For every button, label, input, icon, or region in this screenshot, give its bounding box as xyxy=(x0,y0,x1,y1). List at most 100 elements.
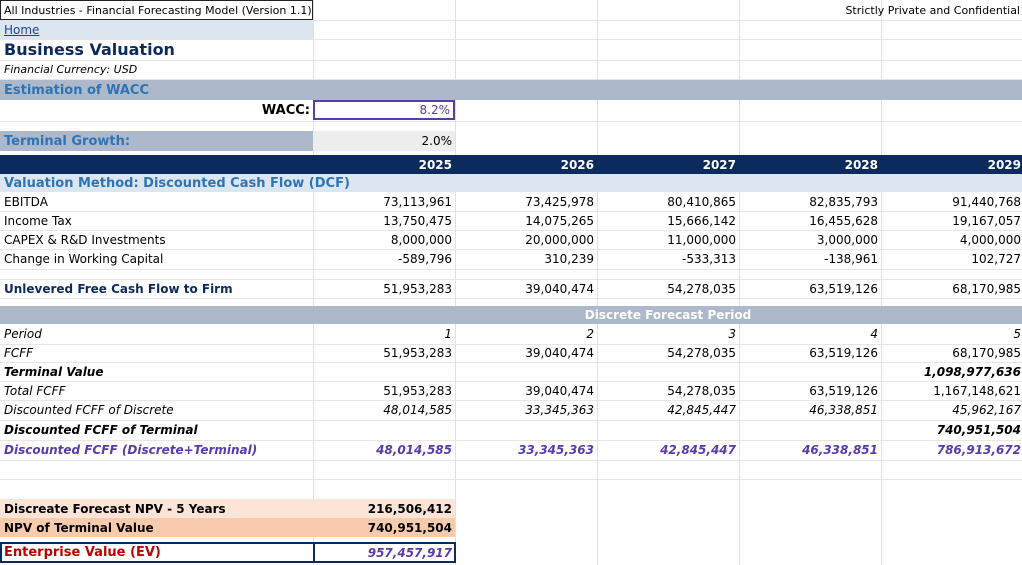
value-cell: 4,000,000 xyxy=(959,232,1021,247)
value-cell: 45,962,167 xyxy=(952,403,1021,417)
value-cell: 310,239 xyxy=(544,252,594,266)
value-cell: 63,519,126 xyxy=(809,383,878,398)
value-cell: 3,000,000 xyxy=(816,232,878,247)
value-cell: 14,075,265 xyxy=(525,213,594,228)
year-header: 2027 xyxy=(702,157,736,172)
value-cell: 39,040,474 xyxy=(525,383,594,398)
confidentiality-note: Strictly Private and Confidential xyxy=(845,3,1020,17)
value-cell: 8,000,000 xyxy=(390,232,452,247)
wacc-label: WACC: xyxy=(261,102,310,118)
row-label: Discounted FCFF (Discrete+Terminal) xyxy=(4,443,258,457)
period-row: Period 1 2 3 4 5 xyxy=(0,324,1022,344)
ev-box xyxy=(0,542,456,563)
gridline xyxy=(0,298,1022,299)
fcff-row: FCFF 51,953,283 39,040,474 54,278,035 63… xyxy=(0,344,1022,362)
currency-note: Financial Currency: USD xyxy=(4,63,138,76)
table-row: EBITDA 73,113,961 73,425,978 80,410,865 … xyxy=(0,192,1022,211)
dcf-title: Valuation Method: Discounted Cash Flow (… xyxy=(4,175,350,191)
terminal-growth-row: Terminal Growth: 2.0% xyxy=(0,131,1022,151)
value-cell: 68,170,985 xyxy=(952,281,1021,296)
table-row: CAPEX & R&D Investments 8,000,000 20,000… xyxy=(0,230,1022,249)
value-cell: 73,425,978 xyxy=(525,194,594,209)
npv-discrete-value: 216,506,412 xyxy=(313,499,455,518)
home-row: Home xyxy=(0,20,1022,39)
wacc-section-band: Estimation of WACC xyxy=(0,80,1022,100)
year-header: 2029 xyxy=(987,157,1021,172)
value-cell: 68,170,985 xyxy=(952,346,1021,360)
disc-terminal-row: Discounted FCFF of Terminal 740,951,504 xyxy=(0,420,1022,440)
gridline xyxy=(0,60,1022,61)
model-title: All Industries - Financial Forecasting M… xyxy=(4,3,312,17)
gridline xyxy=(739,0,740,565)
gridline xyxy=(0,230,1022,231)
row-label: Discounted FCFF of Terminal xyxy=(4,423,198,437)
gridline xyxy=(0,344,1022,345)
value-cell: 46,338,851 xyxy=(809,403,878,417)
gridline xyxy=(0,79,1022,80)
value-cell: 82,835,793 xyxy=(809,194,878,209)
gridline xyxy=(0,121,1022,122)
page-title-row: Business Valuation xyxy=(0,39,1022,60)
row-label: FCFF xyxy=(4,346,34,360)
value-cell: 1,098,977,636 xyxy=(923,364,1021,379)
ev-label: Enterprise Value (EV) xyxy=(4,545,161,560)
npv-discrete-row: Discreate Forecast NPV - 5 Years 216,506… xyxy=(0,499,1022,518)
year-header-row: 2025 2026 2027 2028 2029 xyxy=(0,155,1022,174)
value-cell: 63,519,126 xyxy=(809,346,878,360)
gridline xyxy=(0,39,1022,40)
gridline xyxy=(0,269,1022,270)
value-cell: 39,040,474 xyxy=(525,281,594,296)
row-label: EBITDA xyxy=(4,194,48,209)
home-cell: Home xyxy=(0,20,313,39)
gridline xyxy=(0,381,1022,382)
row-label: CAPEX & R&D Investments xyxy=(4,232,166,247)
gridline xyxy=(0,420,1022,421)
terminal-growth-label: Terminal Growth: xyxy=(0,131,313,151)
gridline xyxy=(597,0,598,565)
page-title: Business Valuation xyxy=(4,39,175,59)
row-label: Income Tax xyxy=(4,213,72,228)
value-cell: 1,167,148,621 xyxy=(933,383,1021,398)
disc-discrete-row: Discounted FCFF of Discrete 48,014,585 3… xyxy=(0,400,1022,420)
value-cell: -138,961 xyxy=(824,252,878,266)
title-row: All Industries - Financial Forecasting M… xyxy=(0,0,1022,20)
value-cell: 42,845,447 xyxy=(660,443,736,457)
npv-terminal-label: NPV of Terminal Value xyxy=(0,518,313,537)
value-cell: 54,278,035 xyxy=(667,281,736,296)
table-row: Income Tax 13,750,475 14,075,265 15,666,… xyxy=(0,211,1022,230)
disc-total-row: Discounted FCFF (Discrete+Terminal) 48,0… xyxy=(0,440,1022,460)
table-row: Change in Working Capital -589,796 310,2… xyxy=(0,249,1022,269)
period-cell: 2 xyxy=(586,327,594,341)
period-cell: 5 xyxy=(1013,327,1021,341)
row-label: Period xyxy=(4,327,42,341)
wacc-input[interactable]: 8.2% xyxy=(313,100,455,120)
terminal-value-row: Terminal Value 1,098,977,636 xyxy=(0,362,1022,381)
value-cell: 15,666,142 xyxy=(667,213,736,228)
gridline xyxy=(0,20,1022,21)
value-cell: 786,913,672 xyxy=(936,443,1021,457)
gridline xyxy=(0,249,1022,250)
value-cell: 54,278,035 xyxy=(667,346,736,360)
value-cell: 51,953,283 xyxy=(383,383,452,398)
home-link[interactable]: Home xyxy=(4,22,40,37)
row-label: Terminal Value xyxy=(4,364,104,379)
value-cell: 16,455,628 xyxy=(809,213,878,228)
value-cell: 54,278,035 xyxy=(667,383,736,398)
currency-row: Financial Currency: USD xyxy=(0,60,1022,79)
forecast-period-band: Discrete Forecast Period xyxy=(0,306,1022,324)
gridline xyxy=(313,0,314,565)
gridline xyxy=(0,400,1022,401)
value-cell: 51,953,283 xyxy=(383,346,452,360)
wacc-row: WACC: 8.2% xyxy=(0,100,1022,120)
value-cell: 42,845,447 xyxy=(667,403,736,417)
terminal-growth-input[interactable]: 2.0% xyxy=(313,131,455,151)
npv-discrete-label: Discreate Forecast NPV - 5 Years xyxy=(0,499,313,518)
ufcf-label: Unlevered Free Cash Flow to Firm xyxy=(4,281,233,296)
value-cell: 11,000,000 xyxy=(667,232,736,247)
wacc-section-title: Estimation of WACC xyxy=(4,82,149,98)
gridline xyxy=(455,0,456,565)
total-fcff-row: Total FCFF 51,953,283 39,040,474 54,278,… xyxy=(0,381,1022,400)
gridline xyxy=(881,0,882,565)
npv-terminal-row: NPV of Terminal Value 740,951,504 xyxy=(0,518,1022,537)
model-title-box xyxy=(0,0,313,20)
